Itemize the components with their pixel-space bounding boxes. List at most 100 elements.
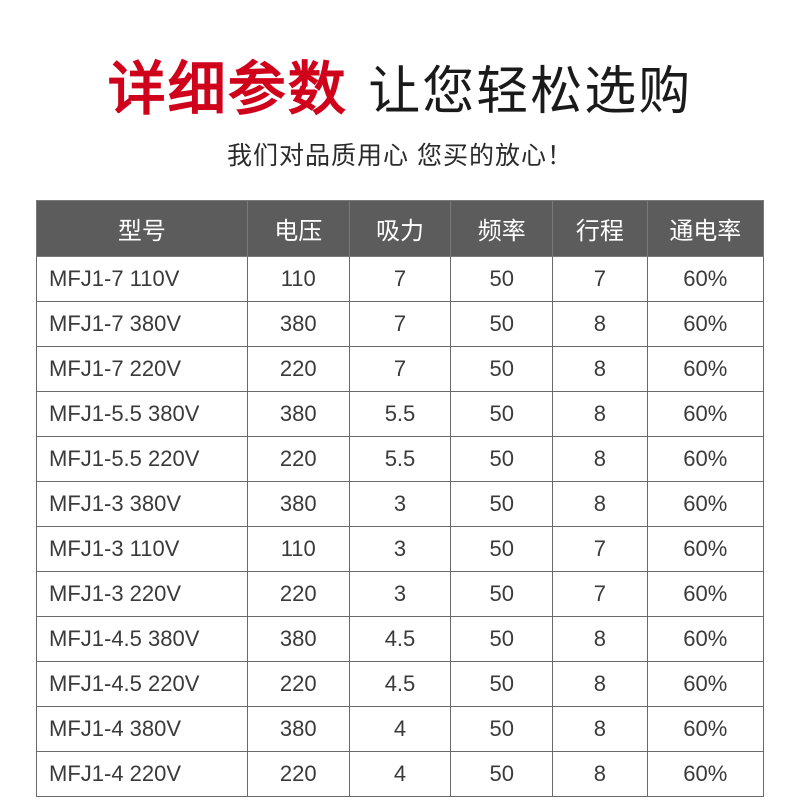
table-cell: 220 (247, 752, 349, 797)
table-row: MFJ1-3 380V380350860% (37, 482, 764, 527)
col-header-stroke: 行程 (553, 201, 648, 257)
table-cell: MFJ1-3 110V (37, 527, 248, 572)
table-cell: 8 (553, 752, 648, 797)
subheading-text: 我们对品质用心 您买的放心！ (0, 136, 800, 172)
table-cell: 7 (553, 572, 648, 617)
table-cell: 5.5 (349, 437, 451, 482)
table-cell: 50 (451, 347, 553, 392)
table-cell: MFJ1-4 380V (37, 707, 248, 752)
table-cell: 60% (647, 302, 763, 347)
table-cell: 8 (553, 617, 648, 662)
table-cell: MFJ1-4.5 220V (37, 662, 248, 707)
table-row: MFJ1-4.5 380V3804.550860% (37, 617, 764, 662)
table-cell: 110 (247, 527, 349, 572)
table-cell: 50 (451, 707, 553, 752)
table-row: MFJ1-4 380V380450860% (37, 707, 764, 752)
table-cell: 3 (349, 482, 451, 527)
table-cell: MFJ1-3 380V (37, 482, 248, 527)
heading-red-text: 详细参数 (108, 57, 348, 122)
table-cell: 60% (647, 662, 763, 707)
col-header-suction: 吸力 (349, 201, 451, 257)
table-row: MFJ1-3 220V220350760% (37, 572, 764, 617)
table-cell: 7 (553, 257, 648, 302)
table-cell: 8 (553, 482, 648, 527)
table-row: MFJ1-4 220V220450860% (37, 752, 764, 797)
table-cell: 220 (247, 347, 349, 392)
table-cell: 380 (247, 707, 349, 752)
table-cell: 380 (247, 617, 349, 662)
table-cell: MFJ1-7 220V (37, 347, 248, 392)
table-cell: 8 (553, 302, 648, 347)
table-header-row: 型号 电压 吸力 频率 行程 通电率 (37, 201, 764, 257)
col-header-duty: 通电率 (647, 201, 763, 257)
table-cell: 4 (349, 707, 451, 752)
table-cell: 50 (451, 752, 553, 797)
table-cell: 50 (451, 527, 553, 572)
table-cell: MFJ1-4 220V (37, 752, 248, 797)
table-cell: MFJ1-5.5 380V (37, 392, 248, 437)
table-cell: 60% (647, 482, 763, 527)
heading-main: 详细参数 让您轻松选购 (108, 96, 692, 113)
table-cell: 50 (451, 617, 553, 662)
table-cell: 60% (647, 617, 763, 662)
table-cell: MFJ1-7 110V (37, 257, 248, 302)
table-cell: 7 (349, 257, 451, 302)
table-row: MFJ1-3 110V110350760% (37, 527, 764, 572)
table-cell: MFJ1-5.5 220V (37, 437, 248, 482)
table-cell: 60% (647, 392, 763, 437)
spec-table: 型号 电压 吸力 频率 行程 通电率 MFJ1-7 110V110750760%… (36, 200, 764, 797)
table-cell: 380 (247, 482, 349, 527)
spec-table-container: 型号 电压 吸力 频率 行程 通电率 MFJ1-7 110V110750760%… (0, 200, 800, 797)
table-cell: MFJ1-4.5 380V (37, 617, 248, 662)
col-header-model: 型号 (37, 201, 248, 257)
table-cell: 50 (451, 482, 553, 527)
heading-black-text: 让您轻松选购 (368, 63, 692, 121)
table-cell: 220 (247, 572, 349, 617)
table-body: MFJ1-7 110V110750760%MFJ1-7 380V38075086… (37, 257, 764, 797)
table-cell: 4 (349, 752, 451, 797)
table-cell: 50 (451, 392, 553, 437)
table-cell: 60% (647, 572, 763, 617)
heading-block: 详细参数 让您轻松选购 (0, 42, 800, 126)
table-cell: 60% (647, 527, 763, 572)
table-cell: MFJ1-7 380V (37, 302, 248, 347)
table-cell: 220 (247, 662, 349, 707)
table-cell: 50 (451, 302, 553, 347)
table-cell: 7 (349, 302, 451, 347)
table-head: 型号 电压 吸力 频率 行程 通电率 (37, 201, 764, 257)
table-cell: 50 (451, 572, 553, 617)
table-cell: 7 (553, 527, 648, 572)
table-cell: 60% (647, 707, 763, 752)
table-row: MFJ1-7 380V380750860% (37, 302, 764, 347)
table-cell: 4.5 (349, 662, 451, 707)
table-row: MFJ1-5.5 380V3805.550860% (37, 392, 764, 437)
table-cell: 380 (247, 392, 349, 437)
table-row: MFJ1-7 110V110750760% (37, 257, 764, 302)
col-header-voltage: 电压 (247, 201, 349, 257)
table-cell: 60% (647, 257, 763, 302)
table-cell: 5.5 (349, 392, 451, 437)
table-cell: 4.5 (349, 617, 451, 662)
table-cell: 220 (247, 437, 349, 482)
table-cell: 3 (349, 572, 451, 617)
table-cell: 50 (451, 662, 553, 707)
table-cell: 380 (247, 302, 349, 347)
col-header-frequency: 频率 (451, 201, 553, 257)
table-cell: 50 (451, 437, 553, 482)
table-cell: 110 (247, 257, 349, 302)
table-cell: 7 (349, 347, 451, 392)
table-cell: 60% (647, 752, 763, 797)
table-cell: 8 (553, 662, 648, 707)
table-cell: 8 (553, 347, 648, 392)
table-cell: 8 (553, 707, 648, 752)
table-cell: 8 (553, 392, 648, 437)
table-row: MFJ1-5.5 220V2205.550860% (37, 437, 764, 482)
table-cell: 8 (553, 437, 648, 482)
table-row: MFJ1-4.5 220V2204.550860% (37, 662, 764, 707)
table-cell: 60% (647, 347, 763, 392)
table-cell: 3 (349, 527, 451, 572)
table-row: MFJ1-7 220V220750860% (37, 347, 764, 392)
table-cell: 60% (647, 437, 763, 482)
table-cell: 50 (451, 257, 553, 302)
table-cell: MFJ1-3 220V (37, 572, 248, 617)
